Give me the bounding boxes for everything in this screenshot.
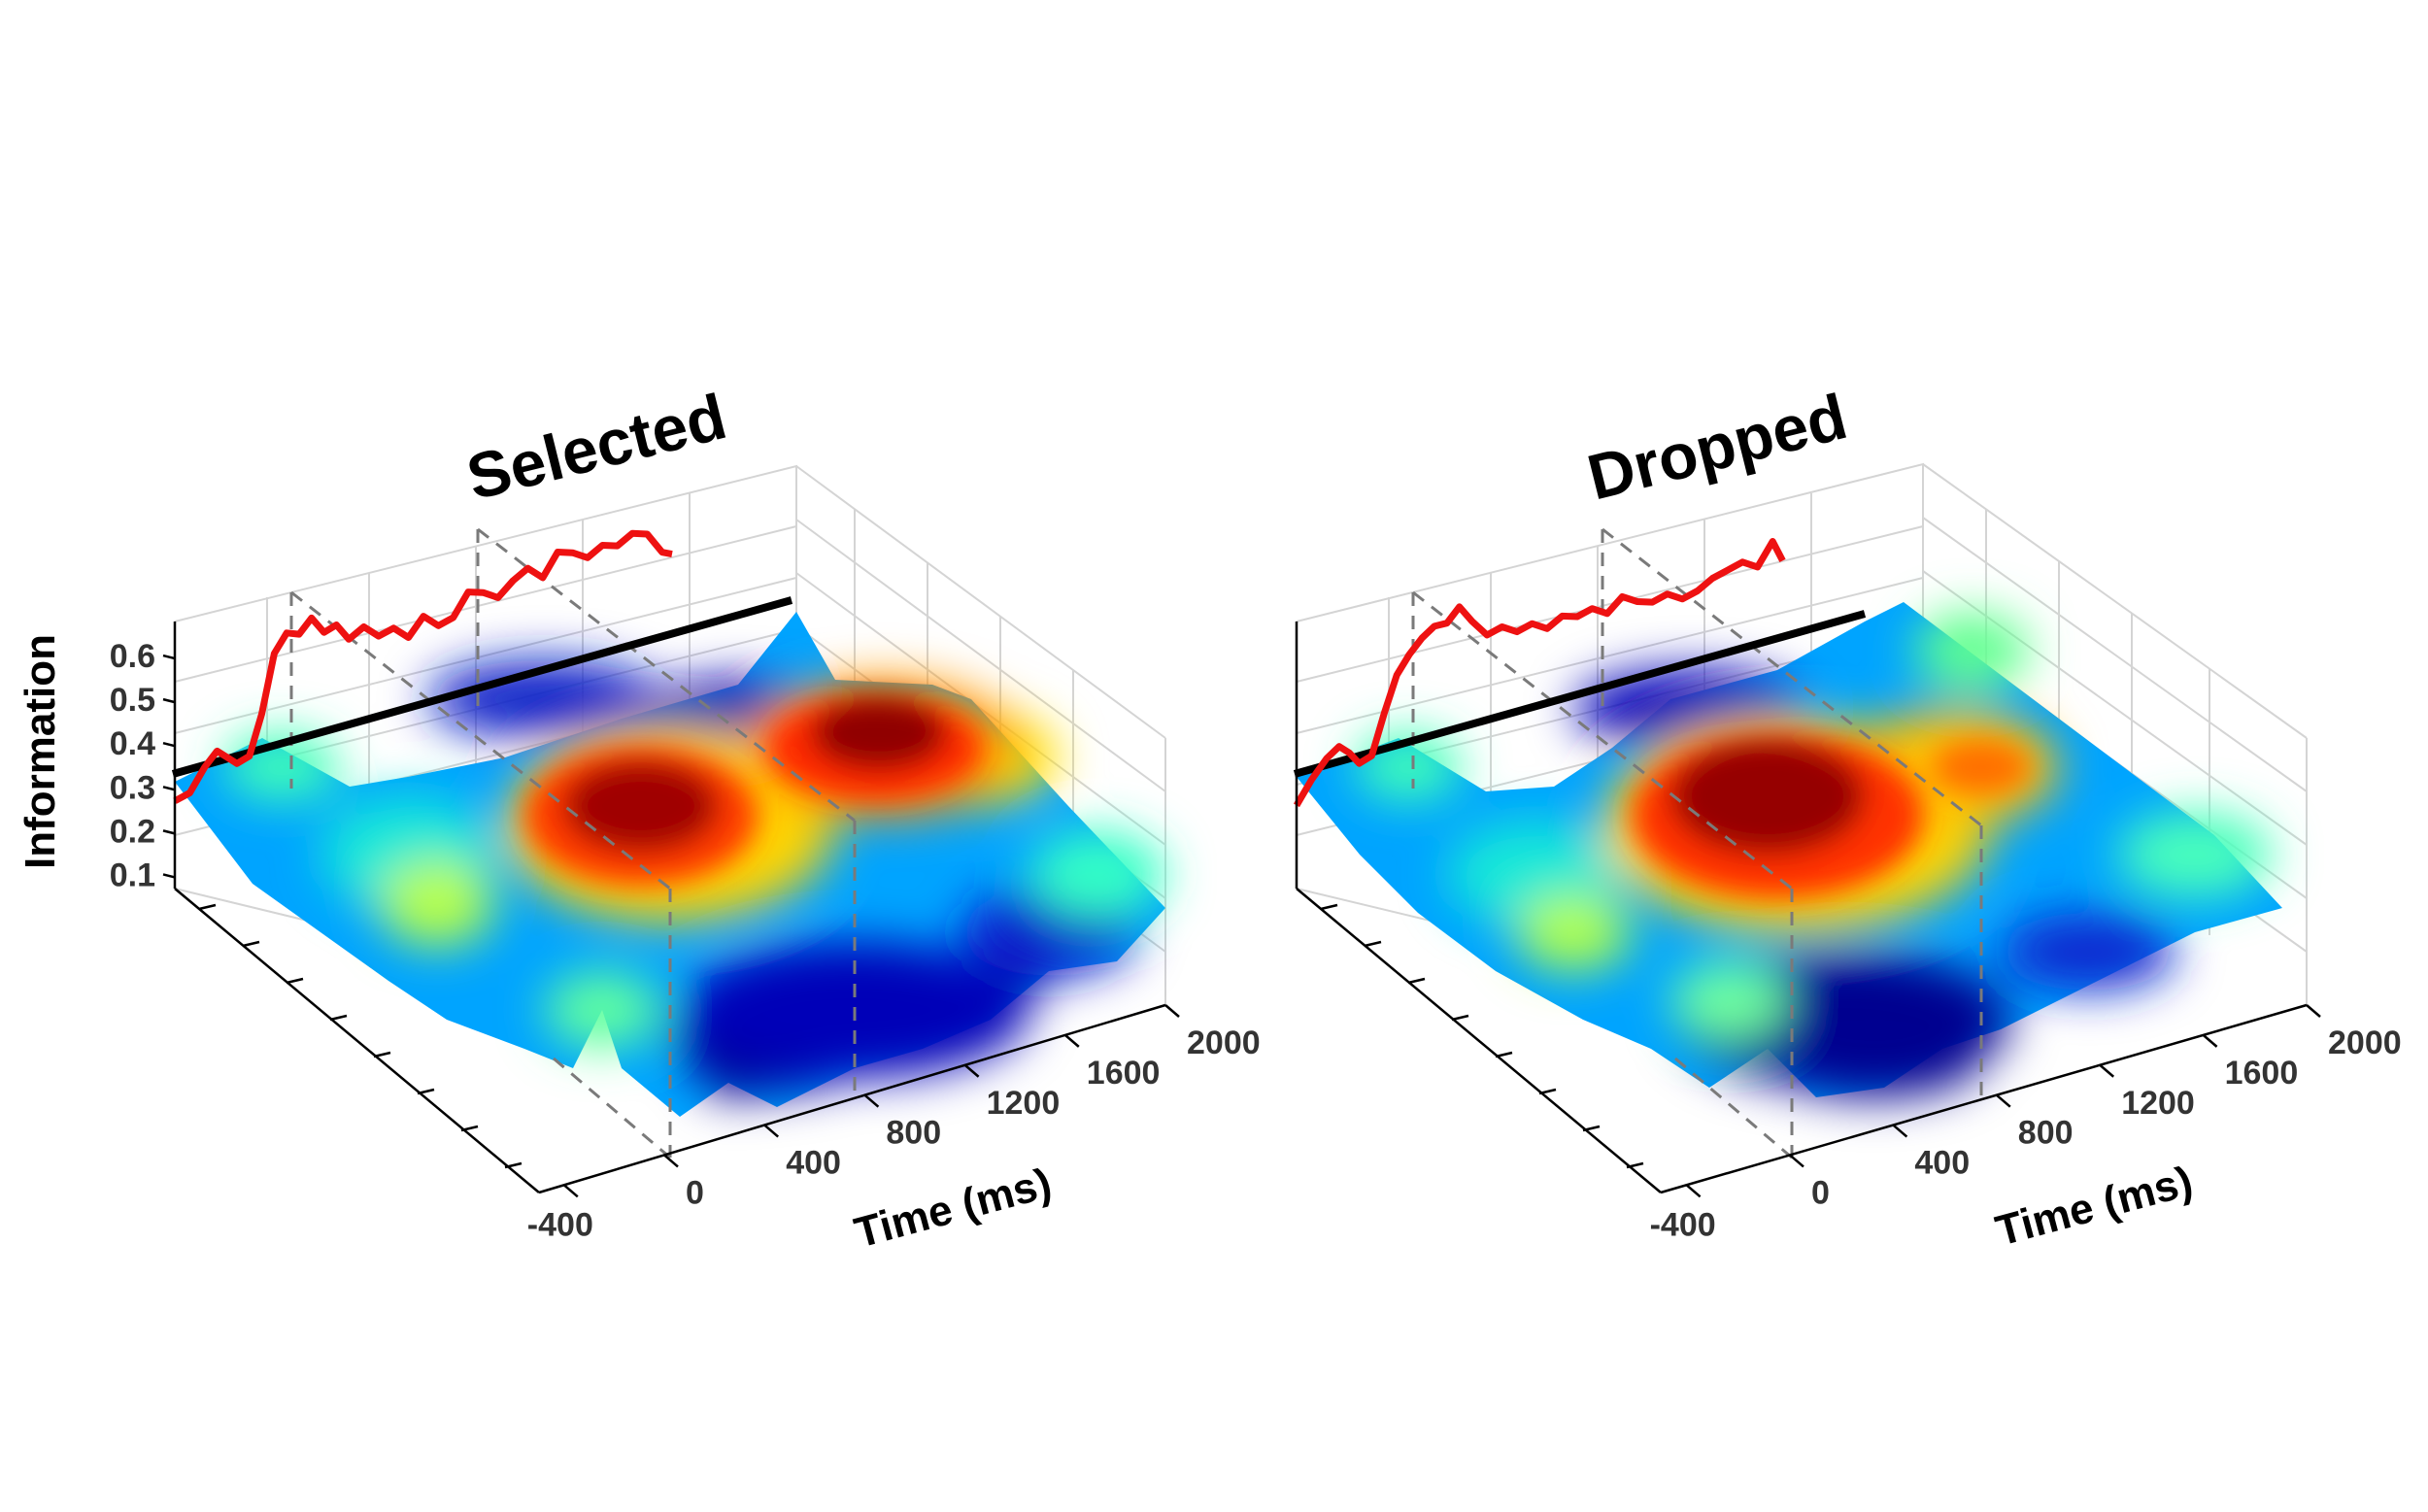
- event-marker-0ms-floor: [290, 590, 671, 890]
- x-tick-mark: [663, 1154, 679, 1168]
- panel-selected-x-ticks: -400 0 400 800 1200 1600 2000: [527, 1004, 1261, 1243]
- panel-dropped-title: Dropped: [1580, 380, 1853, 513]
- z-tick-label: 0.2: [110, 813, 155, 850]
- panel-dropped-surface: [1297, 602, 2282, 1097]
- panel-selected-y-ticks: [198, 903, 523, 1169]
- x-tick-mark: [863, 1093, 880, 1108]
- z-tick-mark: [162, 742, 176, 748]
- x-tick-label: 1600: [1087, 1055, 1161, 1092]
- x-tick-mark: [2306, 1004, 2321, 1018]
- x-tick-label: 2000: [2328, 1025, 2402, 1061]
- x-tick-mark: [1892, 1124, 1908, 1138]
- x-tick-mark: [2099, 1063, 2115, 1078]
- x-tick-mark: [1685, 1184, 1702, 1198]
- panel-selected-x-axis-label: Time (ms): [850, 1159, 1057, 1258]
- event-marker-0ms-base: [553, 1057, 671, 1159]
- x-tick-label: 800: [886, 1115, 941, 1152]
- x-tick-mark: [963, 1063, 980, 1078]
- z-tick-label: 0.6: [110, 638, 155, 675]
- z-tick-mark: [162, 873, 176, 879]
- x-tick-label: 400: [1914, 1145, 1970, 1182]
- x-tick-label: 0: [686, 1174, 704, 1211]
- x-tick-mark: [2202, 1033, 2218, 1048]
- z-tick-mark: [162, 786, 176, 791]
- x-tick-label: 1200: [2121, 1085, 2195, 1122]
- x-tick-label: 1600: [2225, 1055, 2299, 1092]
- panel-selected-z-axis-label: Information: [17, 634, 64, 869]
- panel-selected-surface: [175, 612, 1165, 1117]
- panel-dropped-y-ticks: [1320, 903, 1644, 1169]
- panel-selected-z-ticks: 0.1 0.2 0.3 0.4 0.5 0.6: [110, 638, 176, 893]
- x-tick-mark: [1995, 1093, 2011, 1108]
- x-tick-label: 800: [2018, 1115, 2074, 1152]
- x-tick-mark: [1164, 1004, 1180, 1018]
- panel-dropped-axes: -400 0 400 800 1200 1600 2000: [1295, 622, 2402, 1243]
- z-tick-mark: [162, 829, 176, 835]
- panel-dropped-x-ticks: -400 0 400 800 1200 1600 2000: [1650, 1004, 2402, 1243]
- x-tick-label: 400: [786, 1145, 841, 1182]
- x-tick-mark: [763, 1124, 780, 1138]
- z-tick-label: 0.5: [110, 682, 155, 719]
- panel-dropped-threshold-line: [1293, 610, 1867, 778]
- x-tick-mark: [562, 1184, 579, 1198]
- z-tick-mark: [162, 654, 176, 660]
- event-marker-0ms-base: [1674, 1057, 1793, 1159]
- x-tick-label: 1200: [987, 1085, 1061, 1122]
- panel-selected-threshold-line: [171, 596, 793, 778]
- z-tick-label: 0.1: [110, 857, 155, 893]
- z-tick-mark: [162, 697, 176, 704]
- panel-dropped: -400 0 400 800 1200 1600 2000 Dropped Time (ms…: [1293, 380, 2402, 1256]
- x-tick-label: 0: [1811, 1174, 1830, 1211]
- x-tick-label: -400: [1650, 1206, 1716, 1243]
- z-tick-label: 0.4: [110, 725, 155, 762]
- z-tick-label: 0.3: [110, 769, 155, 806]
- event-marker-0ms-floor: [1412, 590, 1793, 890]
- panel-dropped-event-markers: [1411, 527, 1983, 1159]
- x-tick-label: -400: [527, 1206, 593, 1243]
- panel-dropped-information-curve: [1293, 538, 1786, 808]
- panel-selected-title: Selected: [459, 380, 732, 513]
- x-tick-label: 2000: [1187, 1025, 1261, 1061]
- x-tick-mark: [1789, 1154, 1804, 1168]
- event-marker-800ms-floor: [1602, 527, 1982, 827]
- panel-dropped-x-axis-label: Time (ms): [1991, 1158, 2198, 1256]
- x-tick-mark: [1063, 1033, 1080, 1048]
- panel-selected-information-curve: [173, 529, 673, 804]
